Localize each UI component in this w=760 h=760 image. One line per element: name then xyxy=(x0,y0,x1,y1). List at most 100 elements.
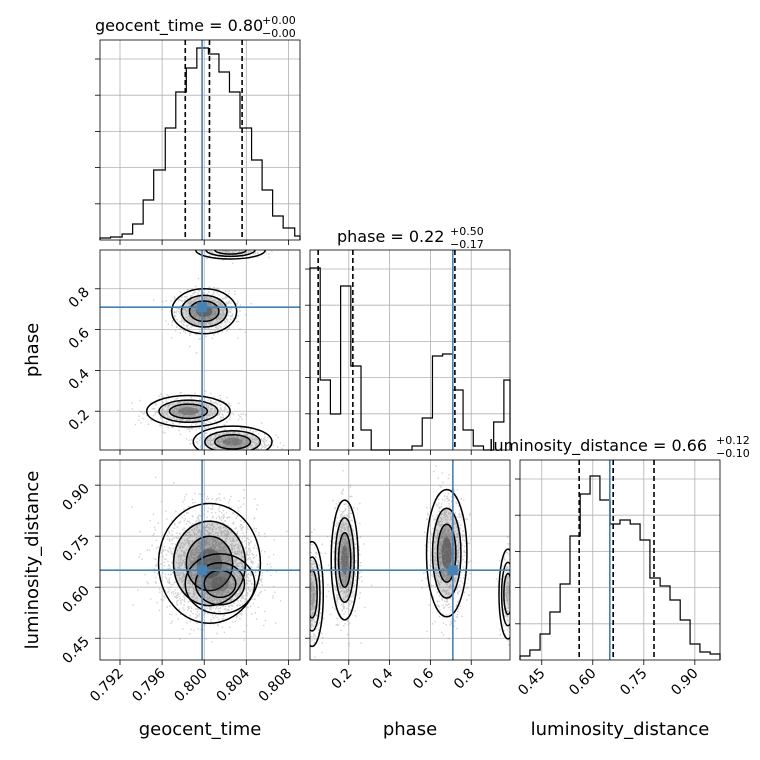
scatter-geocent-time-vs-phase-contour xyxy=(180,294,228,328)
scatter-phase-vs-luminosity-distance-contour xyxy=(310,556,321,632)
scatter-phase-vs-luminosity-distance-density xyxy=(503,573,510,615)
scatter-geocent-time-vs-phase-contour xyxy=(204,430,262,450)
hist-luminosity-distance-frame xyxy=(519,459,721,661)
hist-phase-frame xyxy=(309,249,511,451)
title-luminosity-distance-plus: +0.12 xyxy=(716,434,750,447)
scatter-geocent-time-vs-luminosity-distance-density xyxy=(186,536,233,591)
hist-geocent-time-step xyxy=(99,47,301,240)
scatter-geocent-time-vs-luminosity-distance-ytick-label: 0.90 xyxy=(59,481,92,514)
scatter-geocent-time-vs-luminosity-distance-ytick-label: 0.60 xyxy=(59,583,92,616)
scatter-geocent-time-vs-phase-density xyxy=(204,430,262,450)
ylabel-phase: phase xyxy=(22,323,43,377)
ylabel-luminosity-distance: luminosity_distance xyxy=(22,471,43,650)
title-luminosity-distance-minus: −0.10 xyxy=(716,447,750,460)
hist-luminosity-distance-xtick-label: 0.45 xyxy=(515,666,548,699)
scatter-geocent-time-vs-phase-density xyxy=(169,404,208,419)
hist-luminosity-distance: 0.45 0.60 0.75 0.90 xyxy=(515,459,721,699)
scatter-phase-vs-luminosity-distance-xtick-label: 0.8 xyxy=(451,666,478,693)
scatter-phase-vs-luminosity-distance-contour xyxy=(310,540,325,648)
scatter-geocent-time-vs-phase-contour xyxy=(168,403,209,420)
scatter-geocent-time-vs-luminosity-distance: 0.792 0.796 0.800 0.804 0.808 0.45 0.60 0.75 0.9… xyxy=(59,459,301,706)
scatter-geocent-time-vs-luminosity-distance-contour xyxy=(157,502,262,625)
scatter-geocent-time-vs-phase: 0.2 0.4 0.6 0.8 xyxy=(66,249,301,455)
scatter-geocent-time-vs-luminosity-distance-ytick-label: 0.45 xyxy=(59,634,92,667)
scatter-geocent-time-vs-phase-content xyxy=(117,250,294,450)
scatter-phase-vs-luminosity-distance-density xyxy=(432,506,462,600)
scatter-geocent-time-vs-phase-density xyxy=(158,399,219,423)
scatter-phase-vs-luminosity-distance-density xyxy=(310,580,315,608)
scatter-geocent-time-vs-phase-density xyxy=(178,407,199,416)
scatter-phase-vs-luminosity-distance-xtick-label: 0.4 xyxy=(369,665,396,692)
scatter-geocent-time-vs-phase-contour xyxy=(192,425,273,450)
scatter-geocent-time-vs-phase-contour xyxy=(158,399,219,424)
hist-phase-step xyxy=(309,267,511,451)
scatter-geocent-time-vs-luminosity-distance-contour xyxy=(194,561,246,606)
scatter-phase-vs-luminosity-distance: 0.2 0.4 0.6 0.8 xyxy=(305,459,511,693)
scatter-geocent-time-vs-luminosity-distance-density xyxy=(211,576,229,592)
scatter-geocent-time-vs-phase-density xyxy=(221,250,240,253)
scatter-geocent-time-vs-luminosity-distance-density xyxy=(194,562,246,606)
hist-luminosity-distance-xtick-label: 0.90 xyxy=(668,666,701,699)
scatter-geocent-time-vs-phase-density xyxy=(222,437,243,446)
hist-luminosity-distance-xtick-label: 0.75 xyxy=(617,666,650,699)
scatter-geocent-time-vs-luminosity-distance-xtick-label: 0.796 xyxy=(129,665,169,705)
scatter-phase-vs-luminosity-distance-density xyxy=(501,561,510,627)
title-geocent-time-plus: +0.00 xyxy=(262,14,296,27)
scatter-geocent-time-vs-luminosity-distance-samples xyxy=(131,476,288,645)
scatter-phase-vs-luminosity-distance-density xyxy=(338,532,351,588)
scatter-geocent-time-vs-luminosity-distance-frame xyxy=(99,459,301,661)
scatter-geocent-time-vs-luminosity-distance-density xyxy=(204,570,236,598)
hist-luminosity-distance-xtick-label: 0.60 xyxy=(566,666,599,699)
scatter-phase-vs-luminosity-distance-contour xyxy=(425,488,468,618)
scatter-geocent-time-vs-phase-density xyxy=(214,434,251,449)
scatter-geocent-time-vs-phase-contour xyxy=(205,250,256,258)
scatter-phase-vs-luminosity-distance-contour xyxy=(503,572,510,616)
title-phase-minus: −0.17 xyxy=(450,238,484,251)
scatter-phase-vs-luminosity-distance-contour xyxy=(431,507,462,599)
scatter-geocent-time-vs-phase-ytick-label: 0.8 xyxy=(66,284,93,311)
scatter-geocent-time-vs-phase-contour xyxy=(213,433,252,450)
scatter-phase-vs-luminosity-distance-content xyxy=(310,465,510,658)
title-luminosity-distance: luminosity_distance = 0.66 xyxy=(489,436,707,456)
scatter-geocent-time-vs-phase-ytick-label: 0.4 xyxy=(66,366,93,393)
scatter-phase-vs-luminosity-distance-contour xyxy=(337,532,352,588)
scatter-phase-vs-luminosity-distance-contour xyxy=(436,523,457,583)
scatter-geocent-time-vs-luminosity-distance-xtick-label: 0.804 xyxy=(213,665,253,705)
title-geocent-time: geocent_time = 0.80 xyxy=(95,16,263,36)
scatter-geocent-time-vs-phase-contour xyxy=(171,288,238,335)
scatter-geocent-time-vs-phase-frame xyxy=(99,249,301,451)
scatter-geocent-time-vs-phase-contour xyxy=(145,394,231,428)
scatter-phase-vs-luminosity-distance-samples xyxy=(310,465,510,658)
title-phase-plus: +0.50 xyxy=(450,225,484,238)
xlabel-geocent-time: geocent_time xyxy=(139,719,262,740)
scatter-geocent-time-vs-phase-ytick-label: 0.2 xyxy=(66,407,93,434)
scatter-phase-vs-luminosity-distance-xtick-label: 0.2 xyxy=(329,666,356,693)
hist-geocent-time-frame xyxy=(99,39,301,241)
scatter-phase-vs-luminosity-distance-density xyxy=(341,545,349,575)
scatter-geocent-time-vs-phase-contour xyxy=(188,300,220,323)
scatter-phase-vs-luminosity-distance-density xyxy=(334,516,355,604)
scatter-geocent-time-vs-luminosity-distance-density xyxy=(172,519,247,607)
scatter-phase-vs-luminosity-distance-density xyxy=(505,582,510,606)
scatter-phase-vs-luminosity-distance-frame xyxy=(309,459,511,661)
title-phase: phase = 0.22 xyxy=(337,227,444,246)
scatter-geocent-time-vs-luminosity-distance-xtick-label: 0.808 xyxy=(256,666,296,706)
scatter-phase-vs-luminosity-distance-contour xyxy=(498,548,510,640)
scatter-phase-vs-luminosity-distance-contour xyxy=(334,517,355,603)
scatter-geocent-time-vs-luminosity-distance-xtick-label: 0.800 xyxy=(171,666,211,706)
scatter-phase-vs-luminosity-distance-density xyxy=(441,537,452,570)
scatter-geocent-time-vs-luminosity-distance-content xyxy=(131,476,288,645)
scatter-geocent-time-vs-phase-ytick-label: 0.6 xyxy=(66,325,93,352)
scatter-geocent-time-vs-luminosity-distance-contour xyxy=(184,553,256,615)
scatter-geocent-time-vs-luminosity-distance-truth-marker xyxy=(197,565,208,576)
scatter-phase-vs-luminosity-distance-contour xyxy=(500,561,510,627)
scatter-phase-vs-luminosity-distance-density xyxy=(310,570,318,618)
scatter-phase-vs-luminosity-distance-density xyxy=(310,555,321,633)
scatter-phase-vs-luminosity-distance-contour xyxy=(330,499,359,621)
hist-luminosity-distance-step xyxy=(519,475,721,660)
scatter-geocent-time-vs-phase-contour xyxy=(213,250,248,255)
scatter-phase-vs-luminosity-distance-truth-marker xyxy=(447,565,458,576)
xlabel-phase: phase xyxy=(383,719,437,740)
scatter-phase-vs-luminosity-distance-xtick-label: 0.6 xyxy=(410,665,437,692)
